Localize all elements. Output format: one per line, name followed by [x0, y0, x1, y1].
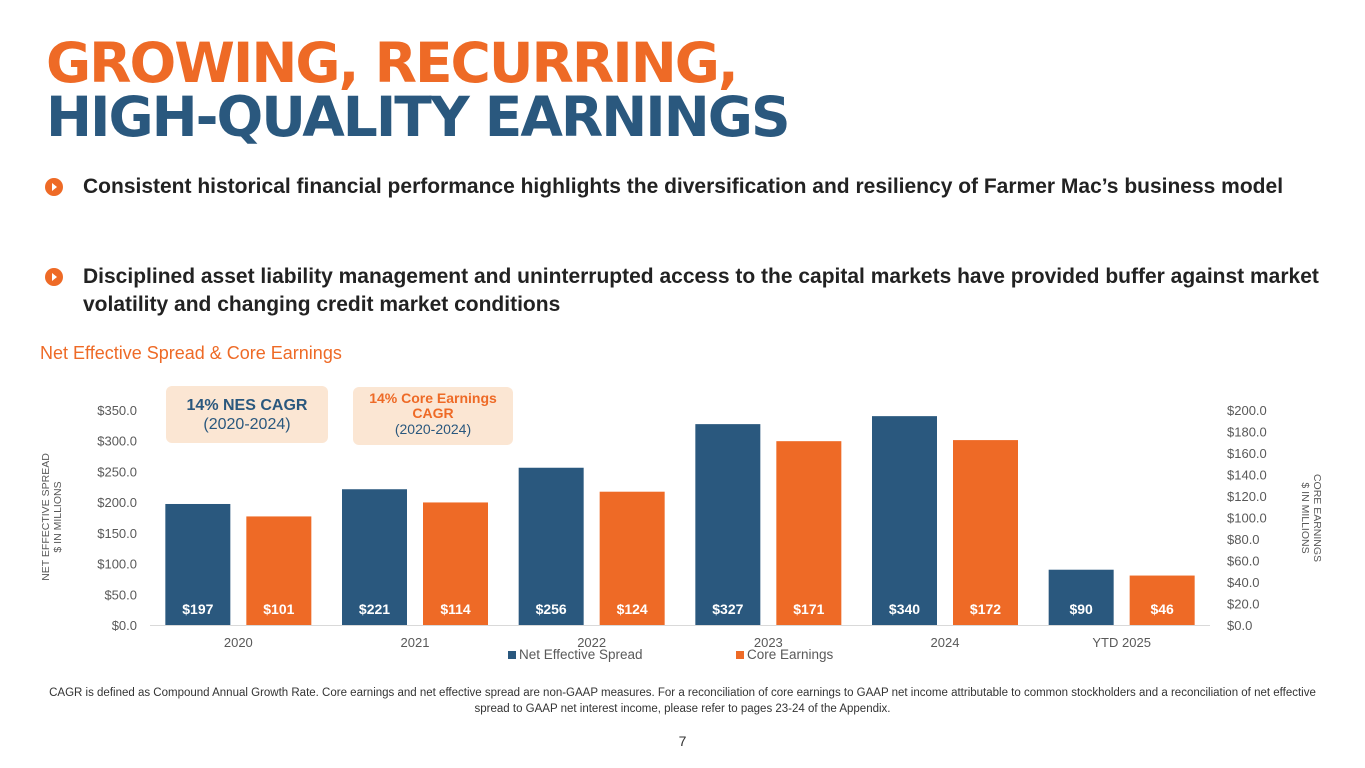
- right-tick-label: $100.0: [1227, 511, 1267, 526]
- nes-bar: [165, 503, 231, 625]
- core-earnings-bar: [599, 491, 665, 625]
- bullet-arrow-icon: [45, 268, 63, 286]
- nes-bar-label: $340: [889, 601, 920, 617]
- left-tick-label: $0.0: [112, 618, 137, 633]
- nes-bar: [872, 416, 937, 625]
- legend-label-nes: Net Effective Spread: [519, 647, 643, 662]
- x-category-label: 2023: [754, 635, 783, 650]
- nes-bar: [695, 424, 761, 625]
- x-category-label: 2024: [931, 635, 960, 650]
- right-tick-label: $0.0: [1227, 618, 1252, 633]
- right-tick-label: $80.0: [1227, 532, 1260, 547]
- right-axis-label-line: CORE EARNINGS: [1311, 474, 1323, 562]
- right-tick-label: $140.0: [1227, 468, 1267, 483]
- core-earnings-bar-label: $171: [793, 601, 824, 617]
- left-tick-label: $250.0: [97, 464, 137, 479]
- left-tick-label: $300.0: [97, 434, 137, 449]
- right-tick-label: $60.0: [1227, 554, 1260, 569]
- left-axis-label: NET EFFECTIVE SPREAD$ IN MILLIONS: [40, 453, 64, 581]
- right-axis-label: CORE EARNINGS$ IN MILLIONS: [1299, 474, 1323, 562]
- left-tick-label: $150.0: [97, 526, 137, 541]
- x-category-label: YTD 2025: [1092, 635, 1151, 650]
- core-earnings-bar: [246, 516, 312, 625]
- nes-bar: [1048, 569, 1114, 625]
- legend-swatch-core-earnings: [736, 651, 744, 659]
- core-earnings-bar-label: $46: [1150, 601, 1174, 617]
- title-line-1: GROWING, RECURRING,: [46, 31, 739, 95]
- x-category-label: 2021: [401, 635, 430, 650]
- left-tick-label: $200.0: [97, 495, 137, 510]
- left-axis-label-line: NET EFFECTIVE SPREAD: [40, 453, 52, 581]
- right-tick-label: $40.0: [1227, 575, 1260, 590]
- nes-bar-label: $256: [536, 601, 567, 617]
- left-tick-label: $350.0: [97, 403, 137, 418]
- core-earnings-bar-label: $124: [617, 601, 648, 617]
- bullet-arrow-icon: [45, 178, 63, 196]
- page-number: 7: [678, 733, 687, 749]
- core-earnings-bar: [1129, 575, 1195, 625]
- core-earnings-bar: [423, 502, 488, 625]
- left-tick-label: $50.0: [104, 587, 137, 602]
- chart: $0.0 $50.0 $100.0 $150.0 $200.0 $250.0 $300.0 $…: [40, 403, 1323, 662]
- nes-bar: [518, 467, 584, 625]
- nes-cagr-heading: 14% NES CAGR: [186, 397, 308, 414]
- nes-cagr-callout: 14% NES CAGR (2020-2024): [166, 386, 328, 443]
- left-axis-label-line: $ IN MILLIONS: [52, 481, 64, 552]
- core-cagr-period: (2020-2024): [394, 421, 472, 437]
- bullet-text: Consistent historical financial performa…: [83, 175, 1284, 198]
- core-earnings-bar-label: $101: [263, 601, 294, 617]
- nes-bar: [342, 489, 407, 625]
- footnote: CAGR is defined as Compound Annual Growt…: [49, 687, 1316, 715]
- core-cagr-callout: 14% Core Earnings CAGR (2020-2024): [353, 387, 513, 445]
- title-line-2: HIGH-QUALITY EARNINGS: [46, 85, 791, 149]
- left-tick-label: $100.0: [97, 557, 137, 572]
- nes-cagr-period: (2020-2024): [203, 416, 291, 433]
- nes-bar-label: $327: [712, 601, 743, 617]
- right-tick-label: $180.0: [1227, 425, 1267, 440]
- core-earnings-bar: [776, 441, 842, 625]
- chart-subtitle: Net Effective Spread & Core Earnings: [40, 343, 342, 363]
- core-earnings-bar-label: $114: [440, 601, 471, 617]
- core-earnings-bar: [953, 440, 1018, 625]
- right-tick-label: $160.0: [1227, 446, 1267, 461]
- legend-swatch-nes: [508, 651, 516, 659]
- x-category-label: 2020: [224, 635, 253, 650]
- nes-bar-label: $197: [182, 601, 213, 617]
- right-tick-label: $120.0: [1227, 489, 1267, 504]
- right-tick-label: $20.0: [1227, 597, 1260, 612]
- nes-bar-label: $90: [1069, 601, 1093, 617]
- core-cagr-heading: 14% Core Earnings CAGR: [369, 390, 497, 421]
- right-axis-label-line: $ IN MILLIONS: [1299, 482, 1311, 553]
- nes-bar-label: $221: [359, 601, 390, 617]
- right-tick-label: $200.0: [1227, 403, 1267, 418]
- x-category-label: 2022: [577, 635, 606, 650]
- bullet-text: Disciplined asset liability management a…: [83, 265, 1319, 316]
- legend-label-core-earnings: Core Earnings: [747, 647, 834, 662]
- core-earnings-bar-label: $172: [970, 601, 1001, 617]
